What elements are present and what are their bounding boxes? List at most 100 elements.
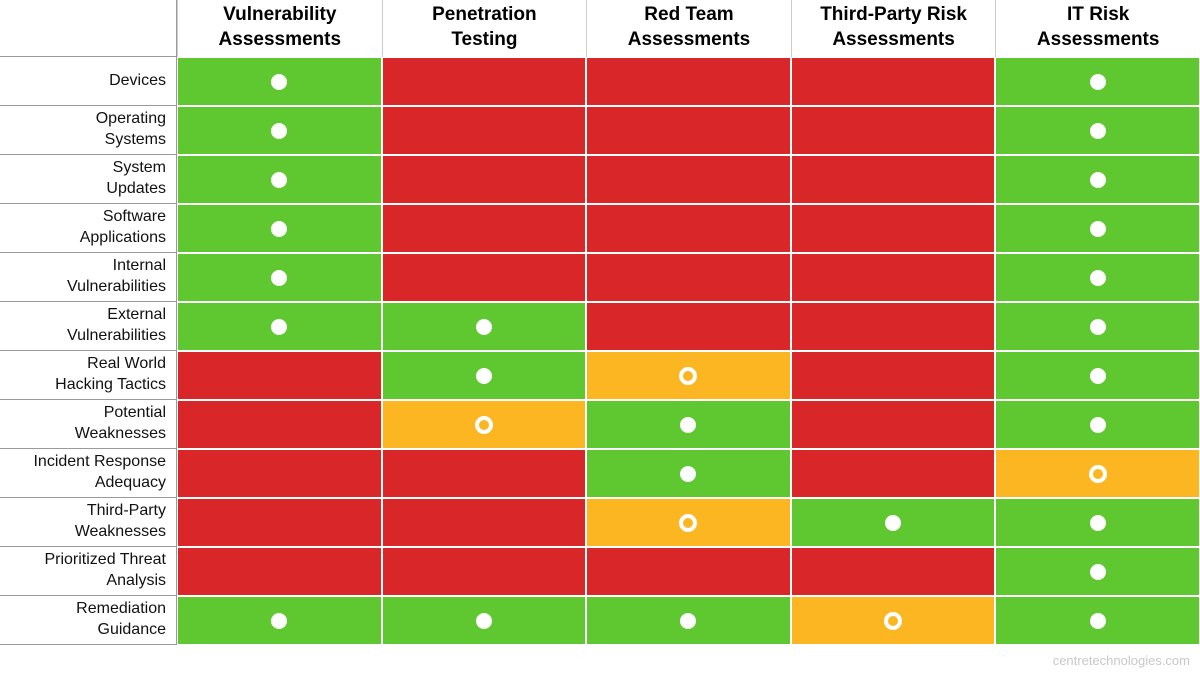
filled-dot-icon bbox=[885, 514, 902, 531]
hollow-dot-icon bbox=[1088, 464, 1107, 483]
matrix-cell-11-1 bbox=[381, 596, 587, 645]
column-header-0: Vulnerability Assessments bbox=[177, 0, 382, 57]
matrix-cell-4-1 bbox=[381, 253, 587, 302]
filled-dot-icon bbox=[1089, 563, 1106, 580]
filled-dot-icon bbox=[1089, 514, 1106, 531]
matrix-cell-9-4 bbox=[995, 498, 1200, 547]
matrix-cell-3-0 bbox=[177, 204, 382, 253]
filled-dot-icon bbox=[1089, 73, 1106, 90]
filled-dot-icon bbox=[1089, 612, 1106, 629]
row-label-10: Prioritized Threat Analysis bbox=[0, 547, 177, 596]
filled-dot-icon bbox=[271, 122, 288, 139]
filled-dot-icon bbox=[680, 465, 697, 482]
filled-dot-icon bbox=[271, 318, 288, 335]
matrix-cell-1-4 bbox=[995, 106, 1200, 155]
matrix-cell-11-2 bbox=[586, 596, 791, 645]
matrix-cell-2-4 bbox=[995, 155, 1200, 204]
filled-dot-icon bbox=[271, 171, 288, 188]
column-header-3: Third-Party Risk Assessments bbox=[790, 0, 996, 57]
row-label-3: Software Applications bbox=[0, 204, 177, 253]
matrix-cell-10-0 bbox=[177, 547, 382, 596]
filled-dot-icon bbox=[680, 416, 697, 433]
row-label-4: Internal Vulnerabilities bbox=[0, 253, 177, 302]
matrix-cell-2-0 bbox=[177, 155, 382, 204]
matrix-cell-0-2 bbox=[586, 57, 791, 106]
matrix-corner bbox=[0, 0, 177, 57]
matrix-cell-9-3 bbox=[790, 498, 996, 547]
filled-dot-icon bbox=[1089, 367, 1106, 384]
hollow-dot-icon bbox=[679, 513, 698, 532]
matrix-cell-1-3 bbox=[790, 106, 996, 155]
row-label-8: Incident Response Adequacy bbox=[0, 449, 177, 498]
matrix-cell-6-3 bbox=[790, 351, 996, 400]
hollow-dot-icon bbox=[884, 611, 903, 630]
filled-dot-icon bbox=[271, 220, 288, 237]
matrix-cell-8-2 bbox=[586, 449, 791, 498]
matrix-cell-5-0 bbox=[177, 302, 382, 351]
filled-dot-icon bbox=[1089, 171, 1106, 188]
matrix-cell-7-3 bbox=[790, 400, 996, 449]
filled-dot-icon bbox=[1089, 269, 1106, 286]
matrix-cell-4-2 bbox=[586, 253, 791, 302]
matrix-cell-6-4 bbox=[995, 351, 1200, 400]
matrix-cell-7-2 bbox=[586, 400, 791, 449]
row-label-7: Potential Weaknesses bbox=[0, 400, 177, 449]
column-header-2: Red Team Assessments bbox=[586, 0, 791, 57]
matrix-cell-9-1 bbox=[381, 498, 587, 547]
matrix-cell-3-2 bbox=[586, 204, 791, 253]
filled-dot-icon bbox=[271, 73, 288, 90]
filled-dot-icon bbox=[475, 318, 492, 335]
row-label-11: Remediation Guidance bbox=[0, 596, 177, 645]
matrix-cell-2-2 bbox=[586, 155, 791, 204]
filled-dot-icon bbox=[271, 612, 288, 629]
matrix-cell-4-4 bbox=[995, 253, 1200, 302]
matrix-cell-1-2 bbox=[586, 106, 791, 155]
matrix-grid: Vulnerability Assessments Penetration Tes… bbox=[0, 0, 1200, 645]
matrix-cell-4-3 bbox=[790, 253, 996, 302]
matrix-cell-3-3 bbox=[790, 204, 996, 253]
matrix-cell-5-2 bbox=[586, 302, 791, 351]
row-label-0: Devices bbox=[0, 57, 177, 106]
matrix-cell-3-1 bbox=[381, 204, 587, 253]
matrix-cell-0-0 bbox=[177, 57, 382, 106]
hollow-dot-icon bbox=[679, 366, 698, 385]
row-label-9: Third-Party Weaknesses bbox=[0, 498, 177, 547]
matrix-cell-1-0 bbox=[177, 106, 382, 155]
matrix-cell-2-1 bbox=[381, 155, 587, 204]
row-label-2: System Updates bbox=[0, 155, 177, 204]
filled-dot-icon bbox=[475, 612, 492, 629]
filled-dot-icon bbox=[680, 612, 697, 629]
row-label-5: External Vulnerabilities bbox=[0, 302, 177, 351]
column-header-4: IT Risk Assessments bbox=[995, 0, 1200, 57]
matrix-cell-5-1 bbox=[381, 302, 587, 351]
matrix-cell-11-3 bbox=[790, 596, 996, 645]
matrix-cell-5-3 bbox=[790, 302, 996, 351]
column-header-1: Penetration Testing bbox=[381, 0, 587, 57]
filled-dot-icon bbox=[1089, 220, 1106, 237]
filled-dot-icon bbox=[271, 269, 288, 286]
matrix-cell-8-1 bbox=[381, 449, 587, 498]
hollow-dot-icon bbox=[474, 415, 493, 434]
matrix-cell-9-2 bbox=[586, 498, 791, 547]
matrix-cell-7-0 bbox=[177, 400, 382, 449]
filled-dot-icon bbox=[475, 367, 492, 384]
matrix-cell-10-2 bbox=[586, 547, 791, 596]
matrix-cell-10-1 bbox=[381, 547, 587, 596]
watermark-text: centretechnologies.com bbox=[1052, 652, 1190, 668]
matrix-cell-6-0 bbox=[177, 351, 382, 400]
matrix-cell-7-4 bbox=[995, 400, 1200, 449]
filled-dot-icon bbox=[1089, 122, 1106, 139]
matrix-cell-7-1 bbox=[381, 400, 587, 449]
matrix-cell-11-4 bbox=[995, 596, 1200, 645]
matrix-cell-8-4 bbox=[995, 449, 1200, 498]
matrix-cell-10-4 bbox=[995, 547, 1200, 596]
matrix-cell-0-4 bbox=[995, 57, 1200, 106]
matrix-cell-10-3 bbox=[790, 547, 996, 596]
filled-dot-icon bbox=[1089, 416, 1106, 433]
matrix-cell-1-1 bbox=[381, 106, 587, 155]
matrix-cell-5-4 bbox=[995, 302, 1200, 351]
matrix-cell-4-0 bbox=[177, 253, 382, 302]
matrix-cell-11-0 bbox=[177, 596, 382, 645]
matrix-cell-3-4 bbox=[995, 204, 1200, 253]
